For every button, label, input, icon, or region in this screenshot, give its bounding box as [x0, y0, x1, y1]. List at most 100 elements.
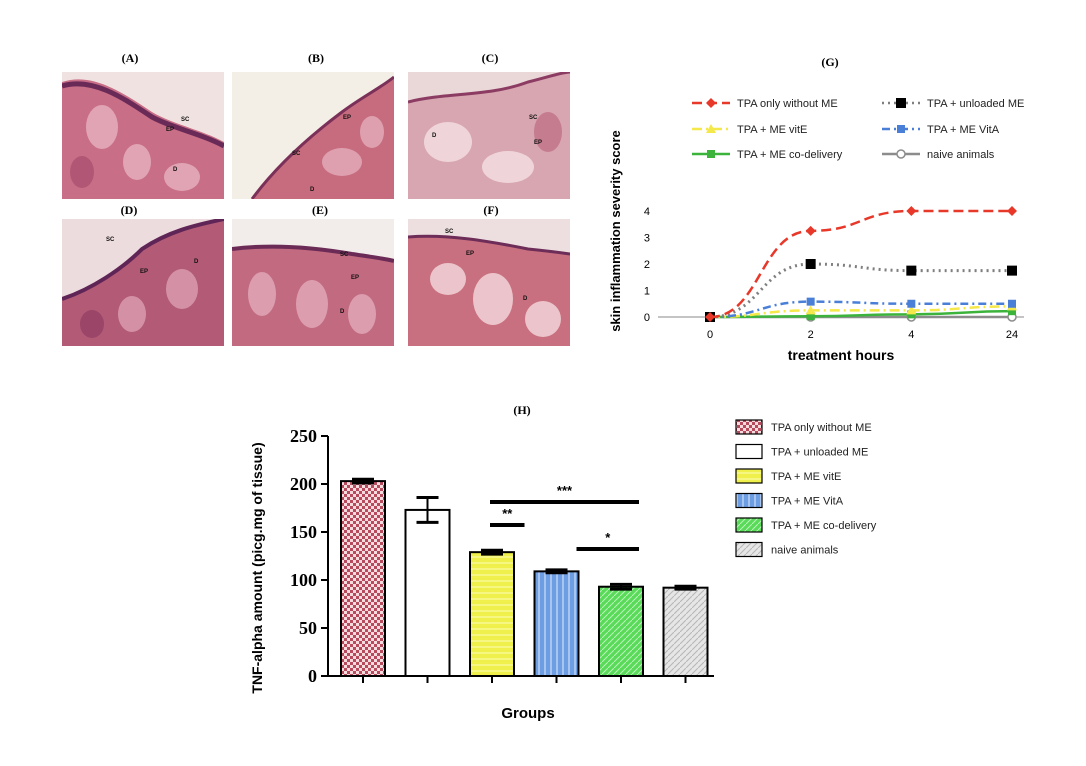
y-tick-g-0: 0 [644, 312, 650, 324]
panel-label-g: (G) [821, 55, 838, 69]
legend-label-h-3: TPA + ME VitA [771, 496, 844, 508]
x-tick-g-3: 24 [1006, 329, 1018, 341]
x-axis-title-h: Groups [501, 705, 554, 722]
significance-label-h-0: *** [557, 483, 573, 498]
legend-marker-g-5 [896, 149, 906, 159]
x-tick-g-1: 2 [808, 329, 814, 341]
micrograph-e [232, 219, 394, 346]
point-g-1-1 [805, 259, 816, 269]
bar-h-0 [340, 480, 386, 678]
legend-label-g-3: TPA + ME VitA [927, 124, 1000, 136]
panel-label-c: (C) [481, 51, 499, 65]
point-g-0-3 [1007, 206, 1017, 216]
legend-swatch-h-4 [735, 517, 763, 533]
legend-label-g-2: TPA + ME vitE [737, 124, 807, 136]
y-tick-h-2: 100 [290, 570, 317, 590]
point-g-2-2 [906, 305, 917, 315]
y-tick-g-3: 3 [644, 233, 650, 245]
annotation-d-c: D [432, 133, 437, 139]
legend-swatch-h-3 [735, 492, 763, 509]
y-tick-g-4: 4 [644, 206, 650, 218]
legend-marker-g-0 [706, 98, 716, 108]
point-g-0-2 [906, 206, 917, 216]
panel-label-e: (E) [312, 203, 328, 217]
point-g-4-1 [806, 312, 815, 321]
micrograph-f [408, 219, 570, 346]
y-axis-title-g: skin inflammation severity score [608, 130, 623, 332]
annotation-ep-e: EP [351, 275, 360, 281]
y-tick-h-4: 200 [290, 474, 317, 494]
point-g-1-3 [1007, 265, 1017, 276]
x-tick-g-2: 4 [908, 329, 914, 341]
panel-label-b: (B) [308, 51, 324, 65]
significance-label-h-1: ** [502, 506, 513, 521]
legend-label-g-0: TPA only without ME [737, 98, 838, 110]
series-line-g-1 [709, 262, 1012, 319]
series-line-g-4 [709, 309, 1013, 319]
legend-label-h-0: TPA only without ME [771, 422, 872, 434]
panel-label-a: (A) [121, 51, 139, 65]
micrograph-d [62, 219, 224, 346]
series-line-g-3 [709, 300, 1012, 319]
y-tick-h-1: 50 [299, 618, 317, 638]
annotation-sc-f: SC [445, 229, 454, 235]
annotation-sc-d: SC [106, 237, 115, 243]
legend-label-g-5: naive animals [927, 149, 995, 161]
annotation-sc-a: SC [181, 117, 190, 123]
significance-label-h-2: * [605, 530, 611, 545]
annotation-ep-d: EP [140, 269, 149, 275]
y-tick-g-2: 2 [644, 259, 650, 271]
legend-marker-g-2 [706, 124, 716, 133]
y-tick-h-0: 0 [308, 666, 317, 686]
annotation-sc-c: SC [529, 115, 538, 121]
line-chart-g: (G) TPA only without ME TPA + unloaded ME T… [608, 55, 1024, 363]
annotation-d-d: D [194, 259, 199, 265]
legend-swatch-h-1 [735, 443, 763, 460]
bar-h-1 [404, 508, 451, 677]
point-g-3-1 [806, 297, 815, 306]
annotation-sc-b: SC [292, 151, 301, 157]
annotation-d-a: D [173, 167, 178, 173]
annotation-ep-c: EP [534, 140, 543, 146]
legend-label-h-2: TPA + ME vitE [771, 471, 841, 483]
legend-label-g-1: TPA + unloaded ME [927, 98, 1024, 110]
x-tick-g-0: 0 [707, 329, 713, 341]
legend-label-h-1: TPA + unloaded ME [771, 447, 868, 459]
legend-marker-g-3 [897, 125, 905, 133]
point-g-4-3 [1008, 307, 1016, 316]
point-g-0-1 [805, 225, 816, 236]
series-line-g-0 [709, 209, 1012, 319]
panel-label-h: (H) [513, 403, 530, 417]
point-g-1-2 [906, 265, 917, 276]
y-tick-g-1: 1 [644, 286, 650, 298]
bar-h-5 [662, 586, 709, 677]
point-g-3-2 [907, 299, 916, 308]
annotation-d-f: D [523, 296, 528, 302]
legend-label-g-4: TPA + ME co-delivery [737, 149, 843, 161]
annotation-ep-b: EP [343, 115, 352, 121]
legend-label-h-4: TPA + ME co-delivery [771, 520, 877, 532]
y-tick-h-3: 150 [290, 522, 317, 542]
bar-h-4 [598, 585, 644, 677]
micrograph-a [62, 72, 224, 199]
legend-swatch-h-0 [735, 419, 763, 435]
y-axis-title-h: TNF-alpha amount (picg.mg of tissue) [249, 442, 265, 693]
panel-label-d: (D) [120, 203, 138, 217]
legend-label-h-5: naive animals [771, 545, 839, 557]
point-g-3-3 [1008, 299, 1016, 308]
legend-marker-g-1 [896, 98, 906, 108]
legend-swatch-h-5 [735, 541, 763, 558]
y-tick-h-5: 250 [290, 426, 317, 446]
legend-marker-g-4 [707, 150, 715, 158]
x-axis-title-g: treatment hours [788, 347, 895, 363]
micrograph-c [408, 72, 570, 199]
annotation-ep-f: EP [466, 251, 475, 257]
point-g-2-1 [805, 305, 816, 315]
annotation-sc-e: SC [340, 252, 349, 258]
annotation-ep-a: EP [166, 127, 175, 133]
micrograph-b [232, 72, 394, 199]
bar-h-3 [533, 570, 580, 677]
bar-chart-h: (H)050100150200250******GroupsTNF-alpha … [249, 403, 877, 722]
panel-label-f: (F) [483, 203, 499, 217]
annotation-d-e: D [340, 309, 345, 315]
